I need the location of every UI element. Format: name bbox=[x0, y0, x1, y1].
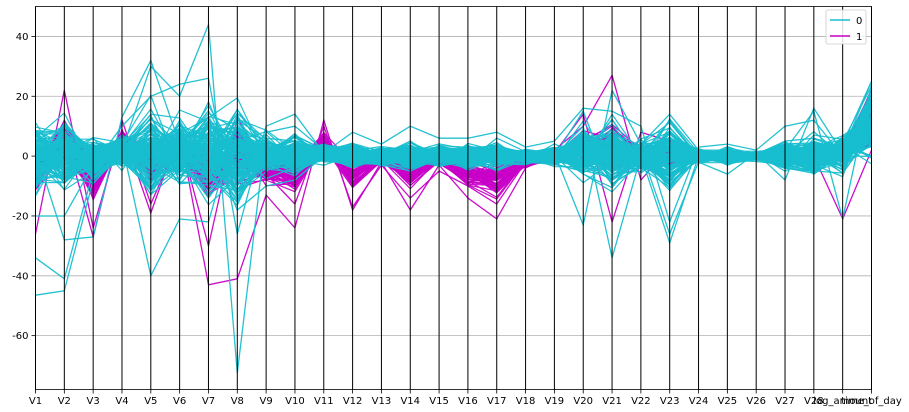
x-tick-label: V3 bbox=[87, 396, 100, 407]
series-lines bbox=[34, 24, 873, 374]
x-tick-label: V5 bbox=[144, 396, 157, 407]
x-tick-label: log_amount bbox=[813, 396, 872, 407]
x-tick-label: V1 bbox=[29, 396, 42, 407]
x-tick-label: V12 bbox=[343, 396, 363, 407]
x-tick-label: V25 bbox=[718, 396, 738, 407]
x-tick-label: V7 bbox=[202, 396, 215, 407]
x-tick-label: V23 bbox=[660, 396, 680, 407]
x-tick-label: V15 bbox=[429, 396, 449, 407]
x-tick-label: V19 bbox=[545, 396, 565, 407]
y-tick-label: -60 bbox=[12, 331, 28, 342]
legend-label-0: 0 bbox=[856, 16, 862, 27]
legend: 0 1 bbox=[825, 9, 867, 45]
series-line-0 bbox=[35, 96, 873, 198]
series-line-0 bbox=[35, 24, 873, 374]
y-tick-label: 20 bbox=[16, 92, 29, 103]
series-line-0 bbox=[35, 77, 873, 235]
x-tick-label: V13 bbox=[372, 396, 392, 407]
x-tick-label: V26 bbox=[746, 396, 766, 407]
x-tick-label: V27 bbox=[775, 396, 795, 407]
series-line-0 bbox=[35, 106, 873, 183]
x-tick-label: V24 bbox=[689, 396, 709, 407]
x-tick-label: V28 bbox=[804, 396, 824, 407]
x-tick-label: V8 bbox=[231, 396, 244, 407]
y-tick-label: -20 bbox=[12, 211, 28, 222]
x-tick-label: V20 bbox=[573, 396, 593, 407]
x-tick-label: V6 bbox=[173, 396, 186, 407]
x-tick-label: V21 bbox=[602, 396, 622, 407]
x-tick-label: V17 bbox=[487, 396, 507, 407]
series-line-0 bbox=[34, 58, 872, 241]
series-line-0 bbox=[35, 127, 872, 174]
feature-axes bbox=[35, 6, 872, 390]
x-tick-label: time_of_day bbox=[841, 396, 902, 407]
x-tick-label: V11 bbox=[314, 396, 334, 407]
x-tick-label: V10 bbox=[285, 396, 305, 407]
series-line-0 bbox=[35, 105, 873, 174]
series-line-0 bbox=[35, 88, 872, 280]
x-tick-label: V2 bbox=[58, 396, 71, 407]
y-tick-label: -40 bbox=[12, 271, 28, 282]
plot-frame bbox=[35, 6, 872, 390]
x-tick-label: V22 bbox=[631, 396, 651, 407]
y-tick-label: 0 bbox=[22, 152, 28, 163]
x-tick-label: V18 bbox=[516, 396, 536, 407]
x-tick-label: V16 bbox=[458, 396, 478, 407]
legend-label-1: 1 bbox=[856, 32, 862, 43]
x-tick-labels: V1 V2 V3 V4 V5 V6 V7 V8 V9 V10 V11 V12 V13 V14 V15 V16 V… bbox=[29, 389, 902, 407]
x-tick-label: V4 bbox=[115, 396, 128, 407]
y-tick-labels: 40 20 0 -20 -40 -60 bbox=[12, 32, 36, 342]
y-tick-label: 40 bbox=[16, 32, 29, 43]
x-tick-label: V14 bbox=[400, 396, 420, 407]
x-tick-label: V9 bbox=[260, 396, 273, 407]
